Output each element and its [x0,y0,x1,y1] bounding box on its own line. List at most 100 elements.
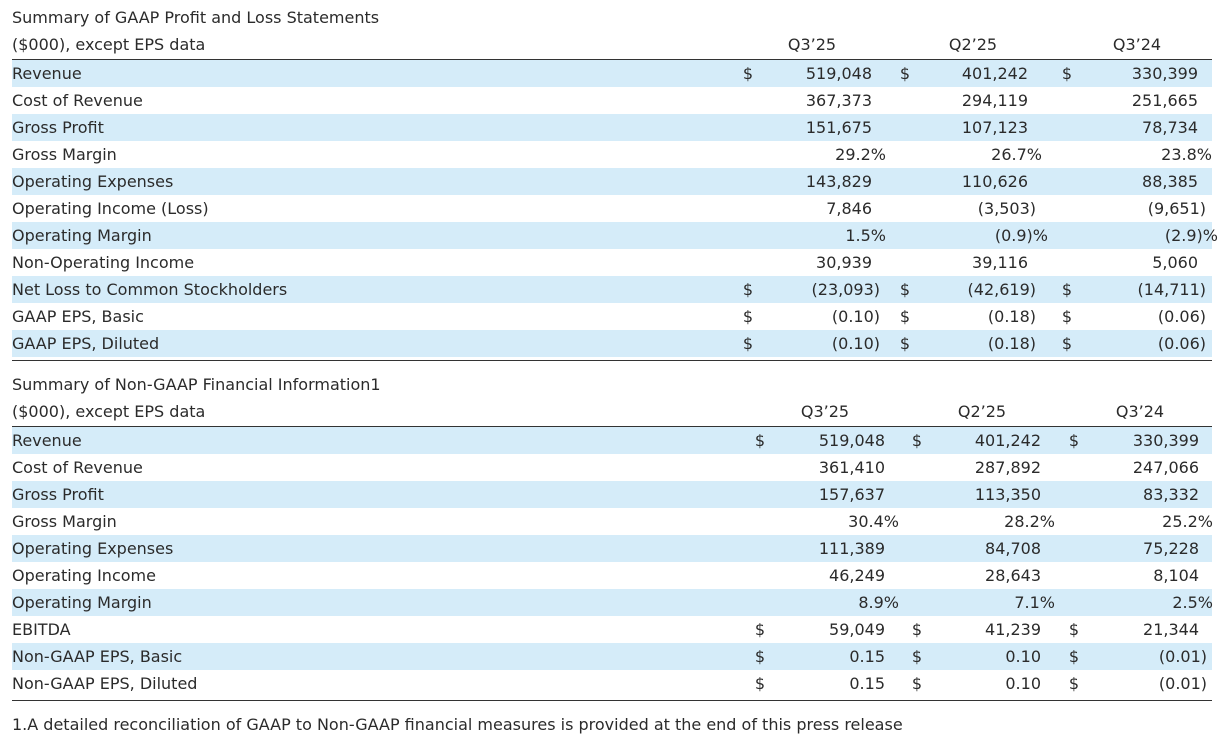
cell-value: 2.5% [1172,593,1213,612]
cell-value: 7,846 [826,199,872,218]
currency: $ [1061,280,1073,299]
cell-value: 401,242 [974,431,1041,450]
currency: $ [742,280,754,299]
row-band [12,330,1212,357]
column-header: Q3’25 [800,402,850,421]
row-label: Operating Income [12,566,156,585]
table-title: Summary of Non-GAAP Financial Informatio… [12,375,381,394]
row-label: Operating Expenses [12,172,174,191]
cell-value: 113,350 [974,485,1041,504]
cell-value: (0.10) [831,334,880,353]
row-label: Non-Operating Income [12,253,195,272]
cell-value: 0.15 [849,674,885,693]
cell-value: 46,249 [829,566,885,585]
row-label: EBITDA [12,620,71,639]
row-label: Operating Income (Loss) [12,199,209,218]
table-title: Summary of GAAP Profit and Loss Statemen… [12,8,380,27]
column-header: Q3’24 [1112,35,1162,54]
cell-value: (0.01) [1158,674,1207,693]
cell-value: 247,066 [1132,458,1199,477]
currency: $ [742,64,754,83]
row-label: Cost of Revenue [12,91,143,110]
cell-value: 0.15 [849,647,885,666]
row-label: Cost of Revenue [12,458,143,477]
cell-value: 25.2% [1162,512,1213,531]
cell-value: 367,373 [805,91,872,110]
cell-value: 361,410 [818,458,885,477]
row-label: Net Loss to Common Stockholders [12,280,288,299]
cell-value: 0.10 [1005,674,1041,693]
cell-value: 401,242 [961,64,1028,83]
cell-value: (0.06) [1157,307,1206,326]
cell-value: (0.18) [987,307,1036,326]
currency: $ [911,620,923,639]
cell-value: 29.2% [835,145,886,164]
currency: $ [1068,647,1080,666]
cell-value: 330,399 [1132,431,1199,450]
cell-value: (23,093) [811,280,880,299]
currency: $ [899,334,911,353]
cell-value: 28.2% [1004,512,1055,531]
column-header: Q3’25 [787,35,837,54]
cell-value: 111,389 [818,539,885,558]
cell-value: 143,829 [805,172,872,191]
row-label: Non-GAAP EPS, Diluted [12,674,198,693]
cell-value: (0.10) [831,307,880,326]
row-label: Operating Margin [12,593,152,612]
cell-value: 8,104 [1153,566,1199,585]
cell-value: (0.01) [1158,647,1207,666]
cell-value: 519,048 [805,64,872,83]
cell-value: 5,060 [1152,253,1198,272]
row-label: Gross Profit [12,485,104,504]
cell-value: (2.9)% [1164,226,1218,245]
cell-value: (9,651) [1147,199,1206,218]
footnote: 1.A detailed reconciliation of GAAP to N… [12,715,903,734]
unit-label: ($000), except EPS data [12,35,206,54]
currency: $ [742,334,754,353]
cell-value: 251,665 [1131,91,1198,110]
cell-value: 107,123 [961,118,1028,137]
row-band [12,427,1212,454]
currency: $ [899,64,911,83]
unit-label: ($000), except EPS data [12,402,206,421]
cell-value: 88,385 [1142,172,1198,191]
cell-value: (0.06) [1157,334,1206,353]
cell-value: 78,734 [1142,118,1198,137]
cell-value: 157,637 [818,485,885,504]
currency: $ [754,620,766,639]
cell-value: (0.9)% [994,226,1048,245]
cell-value: 30,939 [816,253,872,272]
currency: $ [742,307,754,326]
currency: $ [754,674,766,693]
currency: $ [911,431,923,450]
cell-value: 59,049 [829,620,885,639]
header-rule [12,59,1212,60]
row-label: Gross Margin [12,512,117,531]
cell-value: (0.18) [987,334,1036,353]
cell-value: 287,892 [974,458,1041,477]
cell-value: 519,048 [818,431,885,450]
header-rule [12,426,1212,427]
cell-value: 1.5% [845,226,886,245]
currency: $ [1068,620,1080,639]
currency: $ [1061,307,1073,326]
cell-value: 0.10 [1005,647,1041,666]
cell-value: 330,399 [1131,64,1198,83]
cell-value: 84,708 [985,539,1041,558]
cell-value: 110,626 [961,172,1028,191]
cell-value: (3,503) [977,199,1036,218]
currency: $ [1068,431,1080,450]
cell-value: 83,332 [1143,485,1199,504]
row-label: Revenue [12,431,82,450]
row-label: Non-GAAP EPS, Basic [12,647,183,666]
currency: $ [911,674,923,693]
currency: $ [1061,334,1073,353]
row-label: GAAP EPS, Basic [12,307,144,326]
row-label: Operating Expenses [12,539,174,558]
currency: $ [911,647,923,666]
row-band [12,222,1212,249]
row-band [12,535,1212,562]
row-band [12,60,1212,87]
cell-value: 39,116 [972,253,1028,272]
